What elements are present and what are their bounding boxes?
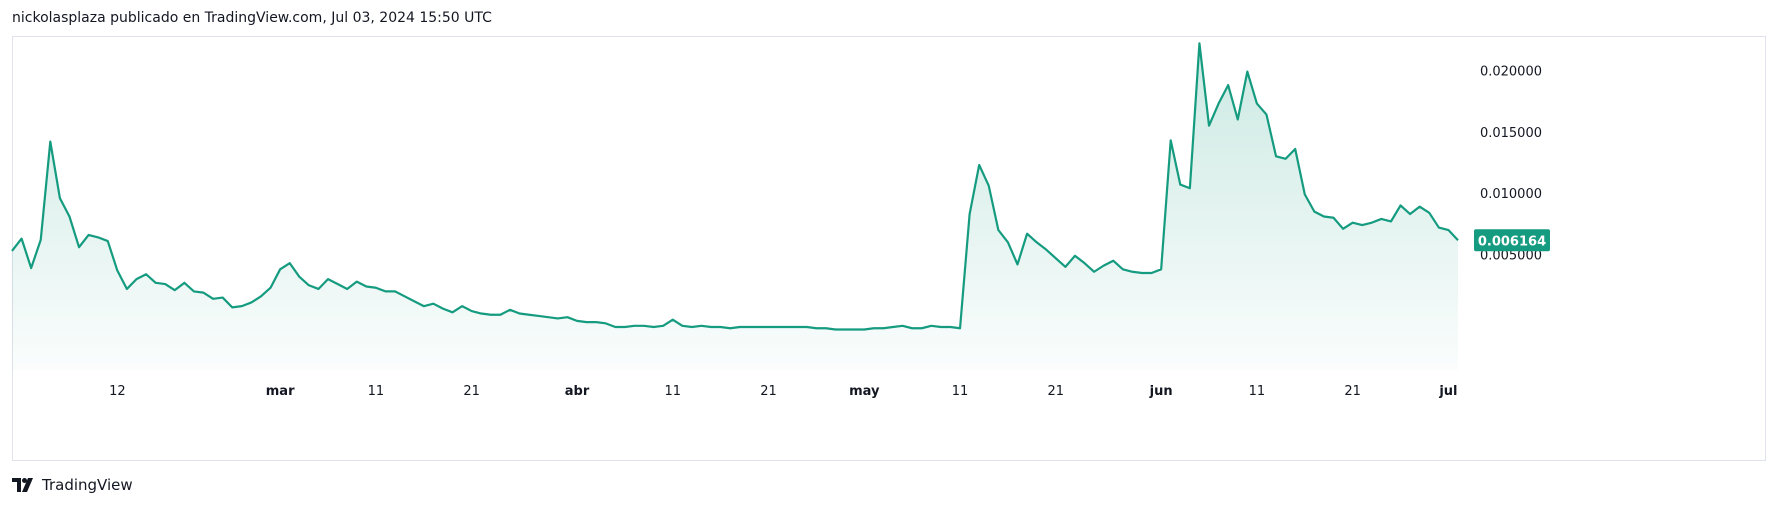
x-tick-label: 11	[952, 384, 969, 399]
last-price-badge	[1474, 229, 1550, 252]
price-series-line[interactable]	[11, 42, 1459, 331]
x-tick-label: 11	[664, 384, 681, 399]
x-tick-label: abr	[565, 384, 590, 399]
x-tick-label: 21	[463, 384, 480, 399]
y-tick-label: 0.020000	[1480, 64, 1542, 79]
x-tick-label: 11	[1249, 384, 1266, 399]
x-tick-label: 11	[368, 384, 385, 399]
x-tick-label: 21	[1344, 384, 1361, 399]
publish-info: nickolasplaza publicado en TradingView.c…	[12, 10, 492, 26]
x-tick-label: may	[849, 384, 880, 399]
y-tick-label: 0.015000	[1480, 126, 1542, 141]
tradingview-logo-icon	[12, 478, 36, 492]
y-tick-label: 0.010000	[1480, 187, 1542, 202]
x-tick-label: jul	[1438, 384, 1457, 399]
x-tick-label: 21	[1048, 384, 1065, 399]
tradingview-brand-text: TradingView	[42, 476, 133, 494]
x-tick-label: mar	[266, 384, 295, 399]
price-area-fill	[12, 43, 1458, 371]
x-tick-label: jun	[1149, 384, 1173, 399]
last-price-label: 0.006164	[1478, 234, 1546, 249]
tradingview-branding[interactable]: TradingView	[12, 474, 133, 496]
x-tick-label: 12	[109, 384, 126, 399]
y-tick-label: 0.005000	[1480, 249, 1542, 264]
x-tick-label: 21	[760, 384, 777, 399]
